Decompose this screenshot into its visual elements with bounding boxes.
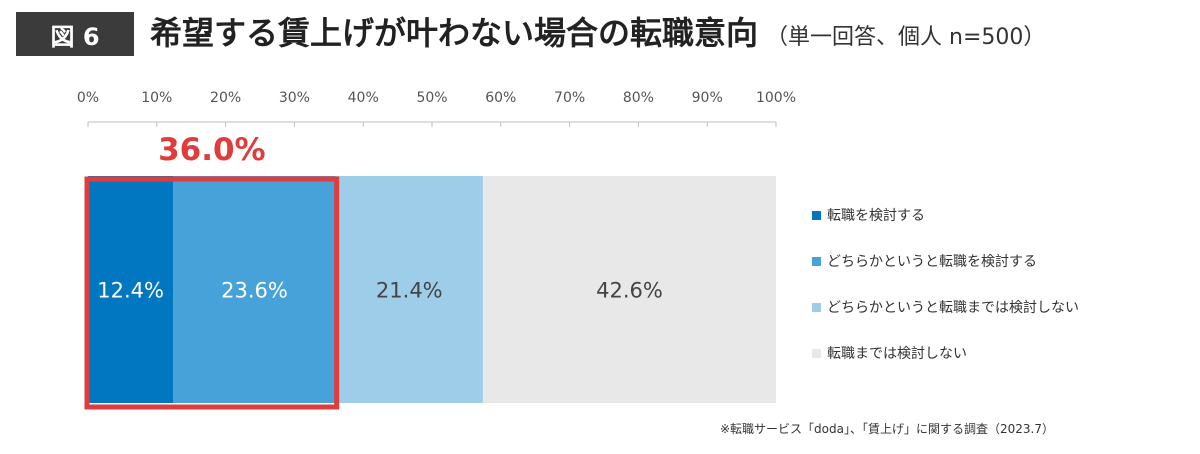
footnote: ※転職サービス「doda」、「賃上げ」に関する調査（2023.7） xyxy=(720,422,1054,436)
highlight-frame xyxy=(84,176,340,410)
bar-segment-3 xyxy=(335,176,483,403)
highlight-total-label: 36.0% xyxy=(158,132,266,168)
data-label-1: 12.4% xyxy=(97,279,164,303)
legend-label-2: どちらかというと転職を検討する xyxy=(827,254,1037,270)
bar-segment-4 xyxy=(482,176,776,403)
bar-segment-1 xyxy=(88,176,174,403)
legend-label-1: 転職を検討する xyxy=(827,208,925,224)
legend-swatch-1 xyxy=(812,211,821,220)
figure-label: 図 6 xyxy=(16,12,134,56)
data-label-4: 42.6% xyxy=(596,279,663,303)
bar-segment-2 xyxy=(173,176,336,403)
x-tick-label: 40% xyxy=(348,90,379,106)
legend-swatch-3 xyxy=(812,303,821,312)
chart-subtitle: （単一回答、個人 n=500） xyxy=(766,25,1046,50)
x-tick-label: 0% xyxy=(77,90,99,106)
x-tick-label: 100% xyxy=(756,90,796,106)
data-label-3: 21.4% xyxy=(376,279,443,303)
x-tick-label: 90% xyxy=(692,90,723,106)
legend-swatch-2 xyxy=(812,257,821,266)
x-tick-label: 70% xyxy=(554,90,585,106)
chart-title: 希望する賃上げが叶わない場合の転職意向 （単一回答、個人 n=500） xyxy=(150,9,1045,62)
legend-label-4: 転職までは検討しない xyxy=(827,346,967,362)
x-tick-label: 10% xyxy=(141,90,172,106)
x-tick-label: 80% xyxy=(623,90,654,106)
x-tick-label: 50% xyxy=(416,90,447,106)
data-label-2: 23.6% xyxy=(221,279,288,303)
legend-label-3: どちらかというと転職までは検討しない xyxy=(827,300,1079,316)
chart-title-text: 希望する賃上げが叶わない場合の転職意向 xyxy=(150,14,759,52)
x-tick-label: 30% xyxy=(279,90,310,106)
x-tick-label: 60% xyxy=(485,90,516,106)
legend-swatch-4 xyxy=(812,349,821,358)
x-tick-label: 20% xyxy=(210,90,241,106)
